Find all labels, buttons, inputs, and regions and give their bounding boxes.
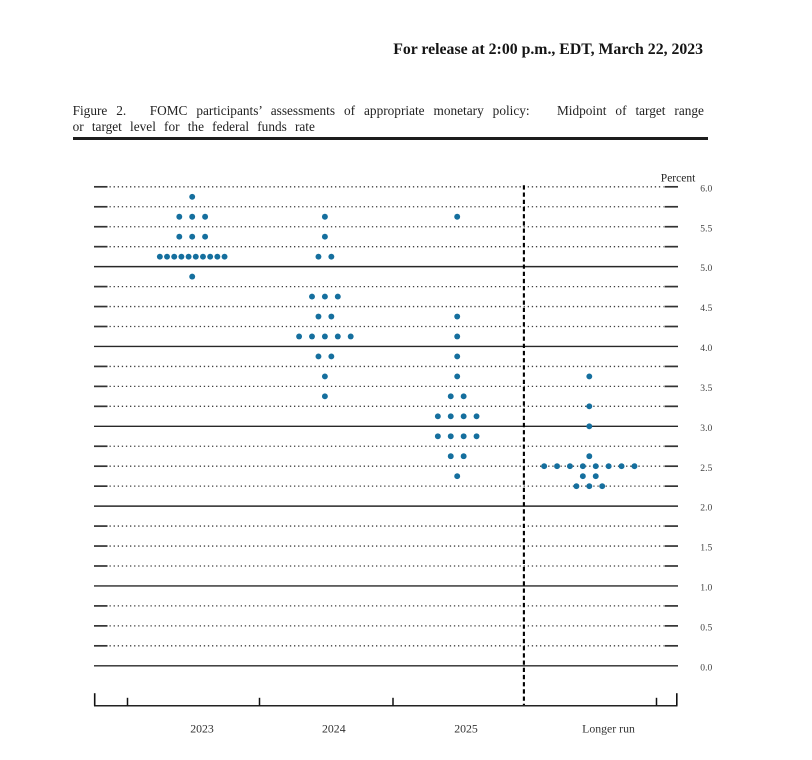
svg-text:1.0: 1.0 [700,583,712,594]
svg-text:1.5: 1.5 [700,543,712,554]
svg-text:4.0: 4.0 [700,343,712,354]
svg-text:2025: 2025 [454,721,478,735]
svg-text:2024: 2024 [322,721,346,735]
svg-text:3.0: 3.0 [700,423,712,434]
svg-text:5.0: 5.0 [700,263,712,274]
svg-text:Longer run: Longer run [582,721,635,735]
svg-text:0.0: 0.0 [700,662,712,673]
svg-text:6.0: 6.0 [700,183,712,194]
svg-text:2.5: 2.5 [700,463,712,474]
svg-text:2023: 2023 [190,721,214,735]
svg-text:3.5: 3.5 [700,383,712,394]
svg-text:0.5: 0.5 [700,622,712,633]
svg-text:5.5: 5.5 [700,223,712,234]
svg-text:2.0: 2.0 [700,503,712,514]
svg-text:4.5: 4.5 [700,303,712,314]
svg-text:Percent: Percent [661,173,696,185]
